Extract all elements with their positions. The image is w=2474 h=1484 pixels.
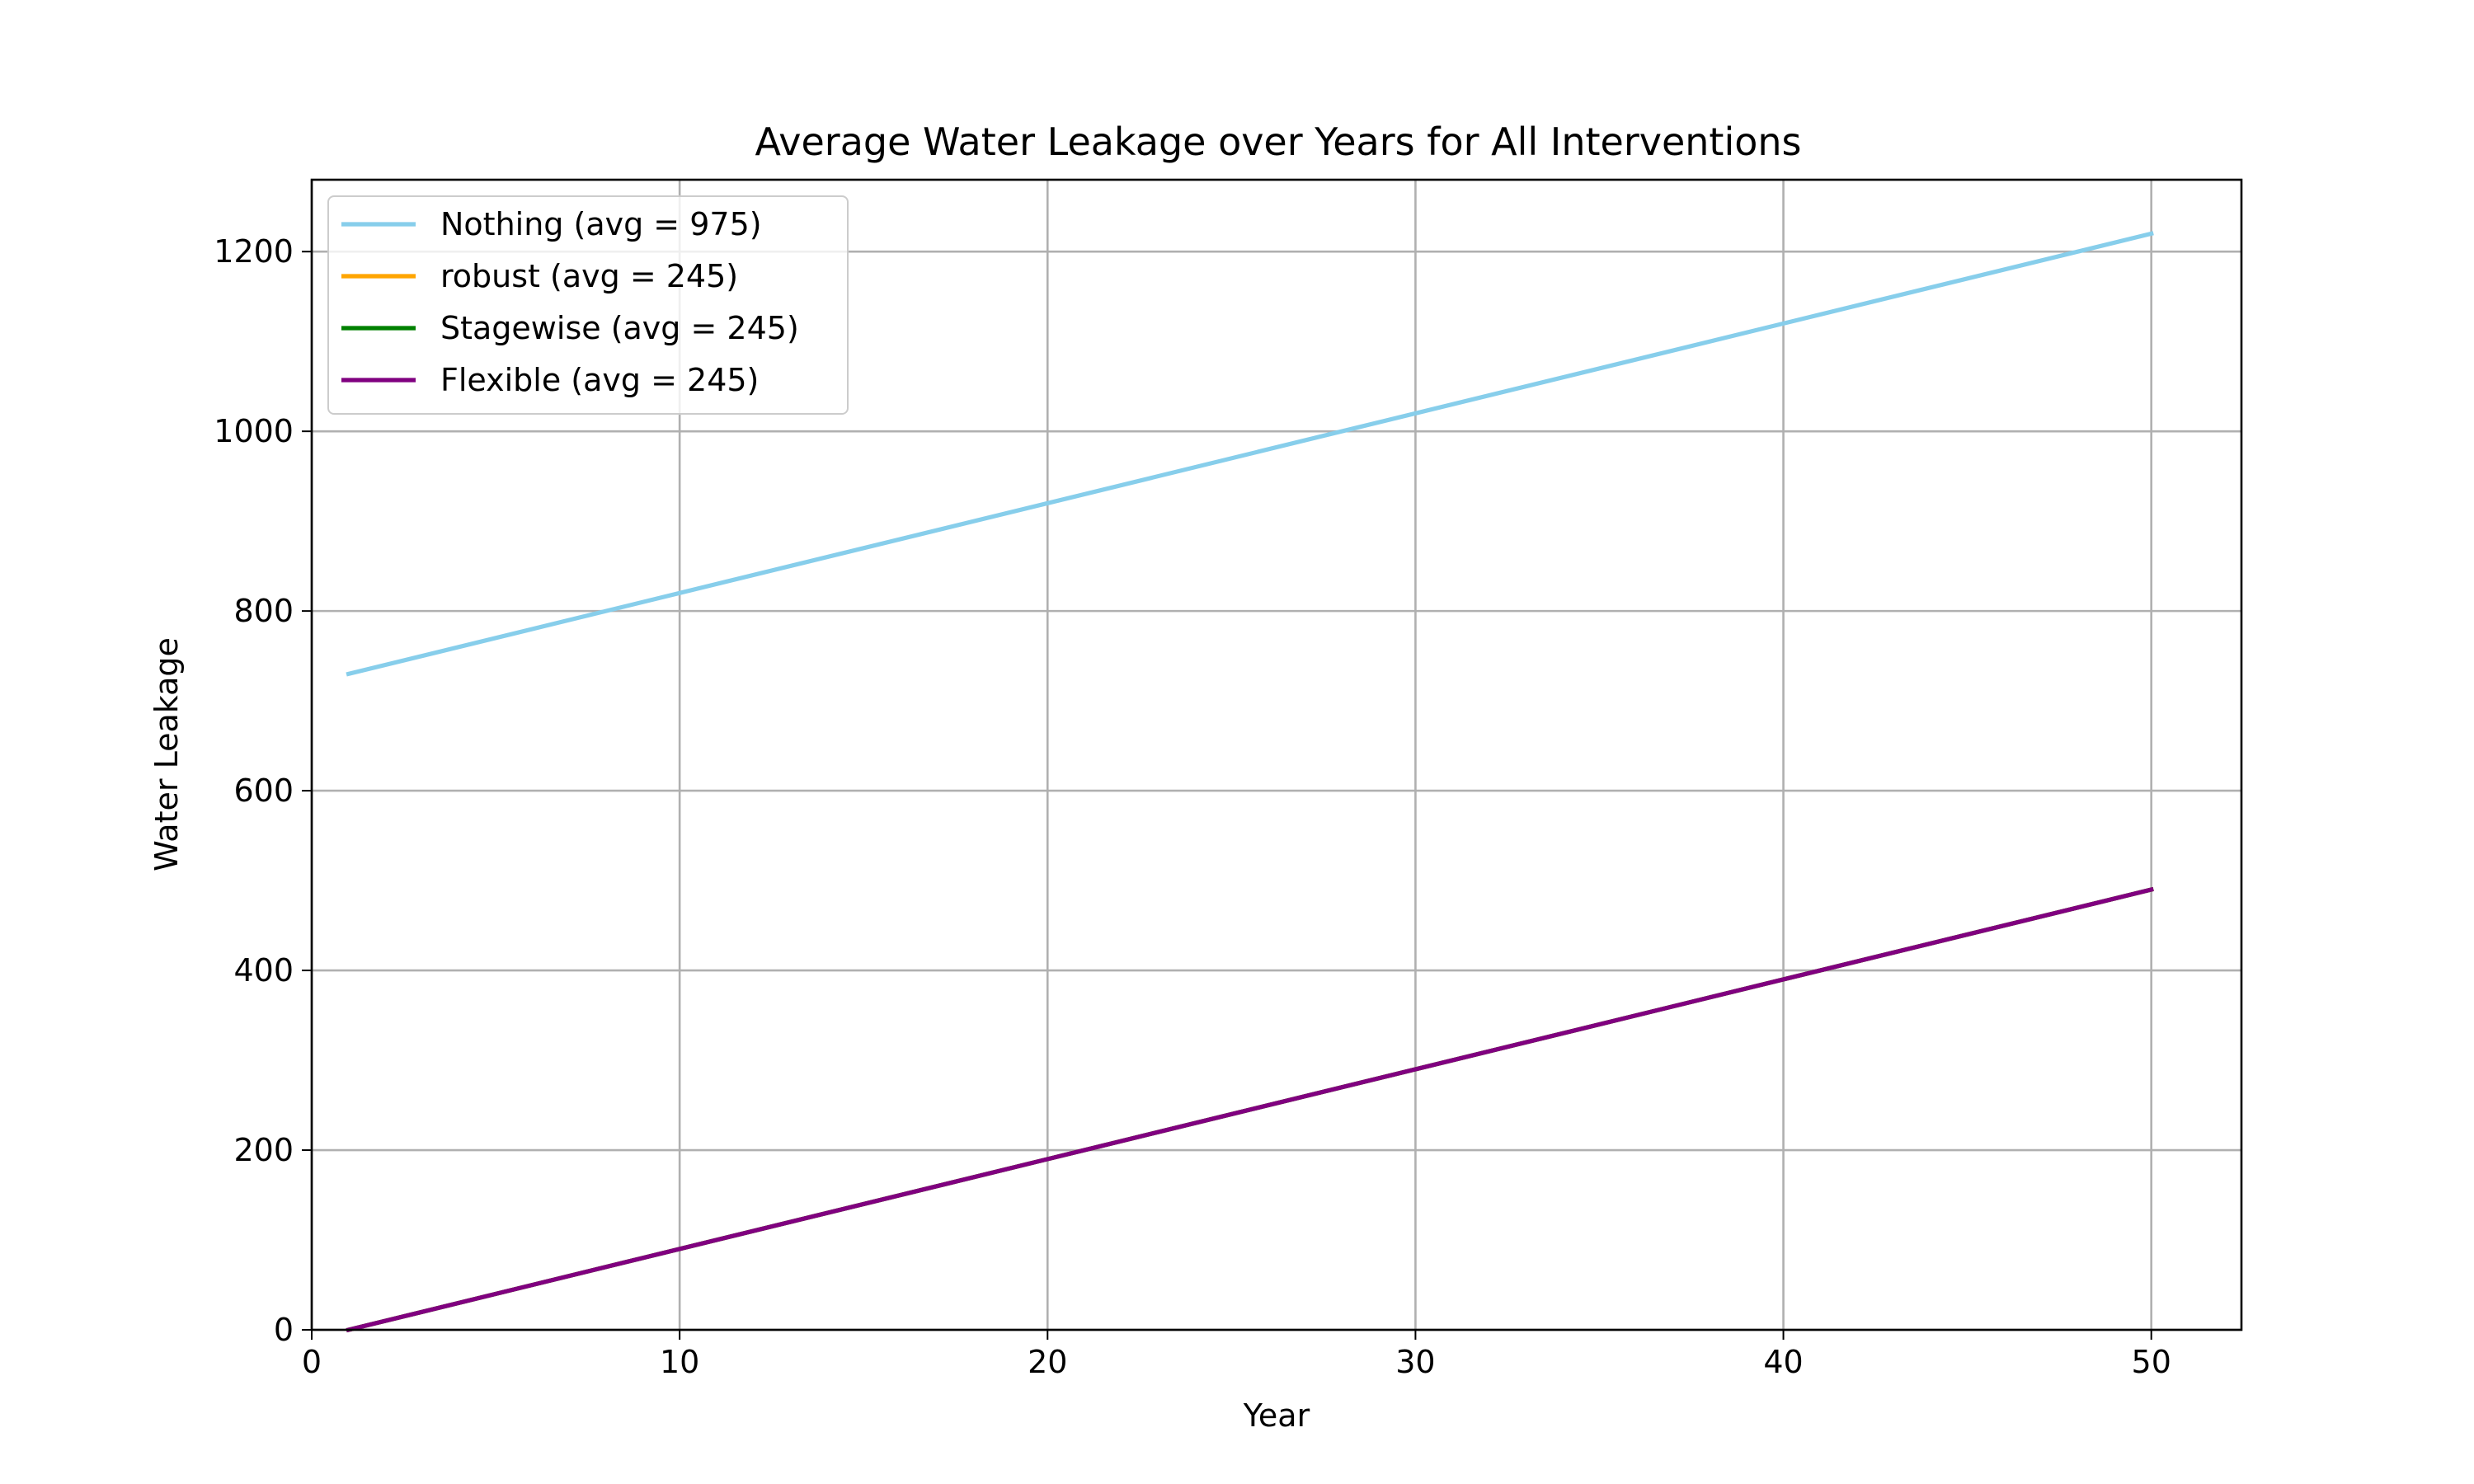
chart-title: Average Water Leakage over Years for All…: [755, 120, 1802, 164]
y-axis-label: Water Leakage: [148, 637, 185, 871]
legend-label: Flexible (avg = 245): [440, 362, 759, 398]
x-tick-label: 0: [302, 1344, 322, 1380]
y-tick-label: 200: [233, 1132, 294, 1168]
x-axis-label: Year: [1243, 1397, 1310, 1434]
y-tick-label: 600: [233, 773, 294, 809]
legend: Nothing (avg = 975) robust (avg = 245) Sta…: [327, 195, 849, 415]
x-tick-label: 10: [660, 1344, 699, 1380]
series-line: [346, 231, 2154, 677]
x-tick-label: 40: [1763, 1344, 1803, 1380]
series-line: [346, 886, 2154, 1333]
y-tick-label: 1000: [214, 413, 294, 449]
x-tick-label: 30: [1395, 1344, 1435, 1380]
legend-box: [327, 195, 849, 415]
y-tick-label: 800: [233, 593, 294, 629]
plot-area-frame: [310, 178, 2243, 1331]
y-tick-label: 400: [233, 952, 294, 989]
y-tick-label: 0: [274, 1312, 294, 1348]
x-tick-label: 20: [1028, 1344, 1067, 1380]
x-tick-label: 50: [2132, 1344, 2171, 1380]
y-tick-label: 1200: [214, 233, 294, 270]
series-lines: [346, 231, 2154, 1333]
legend-label: Stagewise (avg = 245): [440, 310, 799, 346]
axis-ticks: 0 10 20 30 40 50 0 200 400 600 800 1000 1200: [214, 233, 2171, 1380]
legend-label: robust (avg = 245): [440, 258, 738, 294]
legend-label: Nothing (avg = 975): [440, 206, 762, 242]
